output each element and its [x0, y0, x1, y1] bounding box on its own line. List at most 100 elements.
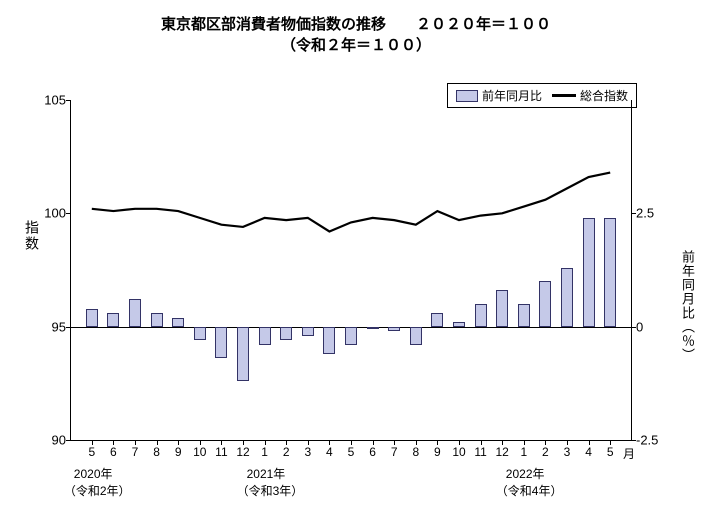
- y1-axis-label: 指数: [22, 220, 42, 252]
- plot-area: 9095100105-2.502.55678910111212345678910…: [70, 100, 632, 441]
- x-tick-label: 4: [326, 445, 333, 459]
- x-tick-label: 5: [88, 445, 95, 459]
- x-tick-label: 6: [369, 445, 376, 459]
- x-tick-mark: [416, 440, 417, 445]
- x-tick-mark: [373, 440, 374, 445]
- y2-tick-mark: [631, 440, 636, 441]
- x-tick-label: 8: [153, 445, 160, 459]
- x-tick-mark: [610, 440, 611, 445]
- bar: [194, 327, 206, 341]
- bar: [302, 327, 314, 336]
- x-tick-label: 1: [520, 445, 527, 459]
- y1-tick-label: 90: [52, 433, 66, 448]
- x-year-label: 2020年: [74, 465, 113, 482]
- x-tick-mark: [589, 440, 590, 445]
- bar: [496, 290, 508, 326]
- y2-tick-label: 2.5: [636, 206, 654, 221]
- x-tick-mark: [459, 440, 460, 445]
- bar: [107, 313, 119, 327]
- x-era-label: （令和4年）: [496, 482, 563, 499]
- bar: [172, 318, 184, 327]
- bar: [215, 327, 227, 359]
- x-tick-label: 5: [348, 445, 355, 459]
- bar: [388, 327, 400, 332]
- x-era-label: （令和3年）: [237, 482, 304, 499]
- bar: [453, 322, 465, 327]
- x-tick-mark: [481, 440, 482, 445]
- x-tick-label: 3: [304, 445, 311, 459]
- y2-tick-label: -2.5: [636, 433, 658, 448]
- y1-tick-mark: [66, 100, 71, 101]
- x-tick-label: 10: [193, 445, 206, 459]
- bar: [237, 327, 249, 381]
- x-tick-mark: [308, 440, 309, 445]
- bar: [539, 281, 551, 326]
- month-unit-label: 月: [623, 445, 635, 462]
- line-path: [92, 173, 610, 232]
- bar: [259, 327, 271, 345]
- y2-tick-label: 0: [636, 319, 643, 334]
- x-tick-label: 5: [607, 445, 614, 459]
- x-tick-label: 12: [236, 445, 249, 459]
- bar: [86, 309, 98, 327]
- y1-tick-label: 95: [52, 319, 66, 334]
- bar: [583, 218, 595, 327]
- x-tick-mark: [437, 440, 438, 445]
- x-tick-mark: [545, 440, 546, 445]
- x-tick-mark: [567, 440, 568, 445]
- bar: [431, 313, 443, 327]
- x-tick-label: 11: [474, 445, 486, 459]
- y1-tick-mark: [66, 213, 71, 214]
- x-tick-label: 6: [110, 445, 117, 459]
- x-tick-label: 7: [391, 445, 398, 459]
- x-tick-mark: [329, 440, 330, 445]
- bar: [129, 299, 141, 326]
- x-tick-mark: [92, 440, 93, 445]
- x-tick-mark: [221, 440, 222, 445]
- x-tick-mark: [286, 440, 287, 445]
- x-tick-mark: [394, 440, 395, 445]
- x-tick-mark: [135, 440, 136, 445]
- y2-tick-mark: [631, 327, 636, 328]
- x-tick-label: 3: [564, 445, 571, 459]
- bar: [367, 327, 379, 329]
- bar: [604, 218, 616, 327]
- title-line-2: （令和２年＝１００）: [281, 37, 431, 54]
- x-tick-mark: [502, 440, 503, 445]
- y2-axis-label: 前年同月比（％）: [680, 250, 694, 362]
- chart-title: 東京都区部消費者物価指数の推移 ２０２０年＝１００ （令和２年＝１００）: [0, 14, 712, 56]
- x-tick-label: 10: [452, 445, 465, 459]
- x-tick-label: 12: [496, 445, 509, 459]
- bar: [561, 268, 573, 327]
- y1-tick-label: 105: [44, 93, 66, 108]
- bar: [518, 304, 530, 327]
- x-tick-label: 9: [175, 445, 182, 459]
- bar: [280, 327, 292, 341]
- y1-tick-mark: [66, 440, 71, 441]
- line-series: [71, 100, 631, 440]
- x-tick-mark: [265, 440, 266, 445]
- title-line-1: 東京都区部消費者物価指数の推移 ２０２０年＝１００: [161, 16, 551, 33]
- x-tick-mark: [524, 440, 525, 445]
- chart-container: 東京都区部消費者物価指数の推移 ２０２０年＝１００ （令和２年＝１００） 前年同…: [0, 0, 712, 528]
- x-tick-mark: [200, 440, 201, 445]
- x-year-label: 2021年: [247, 465, 286, 482]
- x-tick-mark: [157, 440, 158, 445]
- x-tick-label: 11: [215, 445, 227, 459]
- x-tick-label: 8: [412, 445, 419, 459]
- x-tick-label: 7: [132, 445, 139, 459]
- bar: [475, 304, 487, 327]
- x-tick-label: 2: [283, 445, 290, 459]
- y1-tick-label: 100: [44, 206, 66, 221]
- x-year-label: 2022年: [506, 465, 545, 482]
- bar: [345, 327, 357, 345]
- bar: [410, 327, 422, 345]
- legend-line-swatch: [552, 94, 576, 97]
- x-era-label: （令和2年）: [64, 482, 131, 499]
- x-tick-label: 9: [434, 445, 441, 459]
- y2-tick-mark: [631, 213, 636, 214]
- x-tick-mark: [113, 440, 114, 445]
- x-tick-label: 4: [585, 445, 592, 459]
- bar: [151, 313, 163, 327]
- x-tick-label: 1: [261, 445, 268, 459]
